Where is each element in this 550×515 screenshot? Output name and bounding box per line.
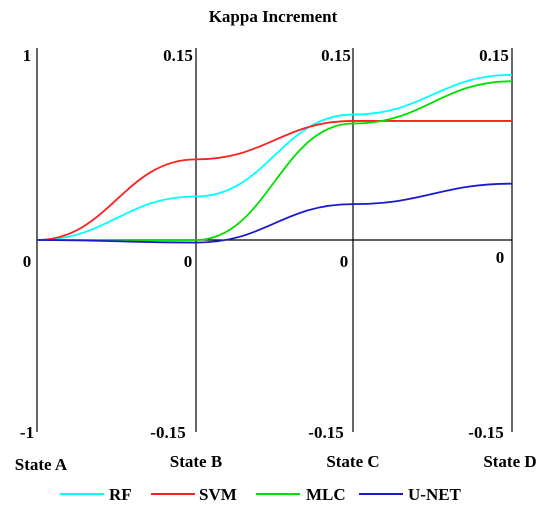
tick-b-top: 0.15 <box>163 46 193 65</box>
legend-label-unet: U-NET <box>408 485 462 504</box>
tick-b-zero: 0 <box>184 252 193 271</box>
chart-title: Kappa Increment <box>209 7 338 26</box>
state-label-b: State B <box>170 452 222 471</box>
state-label-c: State C <box>326 452 379 471</box>
tick-d-top: 0.15 <box>479 46 509 65</box>
tick-c-bottom: -0.15 <box>308 423 343 442</box>
legend-label-svm: SVM <box>199 485 237 504</box>
tick-c-top: 0.15 <box>321 46 351 65</box>
series-line-mlc <box>37 80 513 241</box>
series-lines <box>36 73 513 244</box>
state-label-d: State D <box>483 452 536 471</box>
tick-a-zero: 0 <box>23 252 32 271</box>
tick-a-bottom: -1 <box>20 423 34 442</box>
legend-label-rf: RF <box>109 485 132 504</box>
tick-labels: 1 0 -1 0.15 0 -0.15 0.15 0 -0.15 0.15 0 … <box>20 46 509 442</box>
tick-d-zero: 0 <box>496 248 505 267</box>
series-line-u-net <box>36 182 513 244</box>
state-labels: State A State B State C State D <box>15 452 537 474</box>
tick-c-zero: 0 <box>340 252 349 271</box>
legend-label-mlc: MLC <box>306 485 346 504</box>
series-line-rf <box>36 73 513 241</box>
state-label-a: State A <box>15 455 68 474</box>
legend: RF SVM MLC U-NET <box>60 485 462 504</box>
tick-b-bottom: -0.15 <box>150 423 185 442</box>
tick-a-top: 1 <box>23 46 32 65</box>
tick-d-bottom: -0.15 <box>468 423 503 442</box>
series-line-svm <box>36 120 512 241</box>
